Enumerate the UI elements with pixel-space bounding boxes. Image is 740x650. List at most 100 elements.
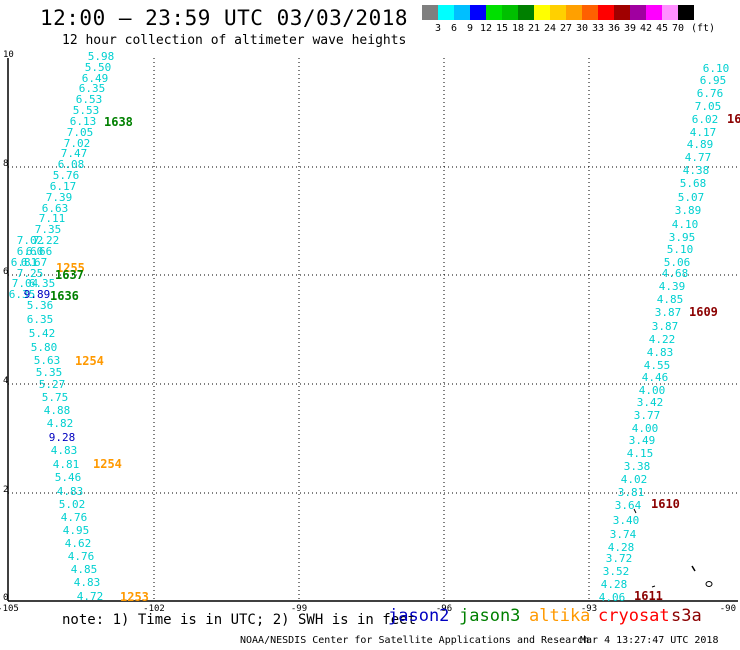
swh-label: 4.88	[44, 404, 71, 417]
map-grid	[7, 58, 738, 602]
swh-label: 6.81	[11, 256, 38, 269]
swh-label: 5.75	[42, 391, 69, 404]
swh-label: 5.76	[53, 169, 80, 182]
swh-label: 6.63	[42, 202, 69, 215]
swh-label: 3.42	[637, 396, 664, 409]
axis-ticks: -105 -102 -99 -96 -93 -90 0 2 4 6 8 10	[0, 50, 736, 614]
swh-label: 3.52	[603, 565, 630, 578]
legend-jason3: jason3	[459, 606, 521, 626]
swh-label: 7.47	[61, 147, 88, 160]
swh-label: 4.77	[685, 151, 712, 164]
scale-label: 30	[575, 23, 589, 34]
island-shape	[705, 581, 713, 587]
scale-label: 15	[495, 23, 509, 34]
legend-altika: altika	[529, 606, 591, 626]
y-tick-label: 0	[3, 593, 8, 603]
swh-label: 5.42	[29, 327, 56, 340]
legend-cryosat: cryosat	[598, 606, 670, 626]
swh-label: 3.49	[629, 434, 656, 447]
swh-label: 4.17	[690, 126, 717, 139]
swh-label: 6.35	[9, 288, 36, 301]
swh-label: 7.22	[33, 234, 60, 247]
swh-label: 5.07	[678, 191, 705, 204]
pass-time-label: 1611	[634, 589, 663, 603]
pass-time-label: 1636	[50, 289, 79, 303]
swh-label: 5.80	[31, 341, 58, 354]
scale-label: 18	[511, 23, 525, 34]
swh-label: 4.62	[65, 537, 92, 550]
swh-label: 4.89	[687, 138, 714, 151]
scale-swatch	[566, 5, 582, 20]
legend-s3a: s3a	[671, 606, 702, 626]
swh-label: 4.38	[683, 164, 710, 177]
scale-label: 39	[623, 23, 637, 34]
scale-swatch	[518, 5, 534, 20]
swh-label: 3.81	[618, 486, 645, 499]
scale-swatch	[662, 5, 678, 20]
pass-time-label: 1255	[56, 261, 85, 275]
track-labels: 5.985.506.496.356.535.536.137.057.027.47…	[9, 50, 740, 604]
swh-label: 3.77	[634, 409, 661, 422]
y-tick-label: 2	[3, 485, 8, 495]
swh-label: 4.72	[77, 590, 104, 603]
swh-label: 6.08	[58, 158, 85, 171]
swh-label: 4.95	[63, 524, 90, 537]
scale-label: 3	[434, 23, 442, 34]
swh-label: 3.64	[615, 499, 642, 512]
swh-label: 3.72	[606, 552, 633, 565]
scale-label: 70	[671, 23, 685, 34]
swh-label: 6.76	[697, 87, 724, 100]
swh-label: 4.81	[53, 458, 80, 471]
swh-label: 5.27	[39, 378, 66, 391]
swh-label: 6.66	[26, 245, 53, 258]
scale-swatch	[470, 5, 486, 20]
y-tick-label: 6	[3, 267, 8, 277]
legend-jason2: jason2	[388, 606, 450, 626]
swh-label: 5.10	[667, 243, 694, 256]
pass-time-label: 16	[727, 112, 740, 126]
swh-label: 4.02	[621, 473, 648, 486]
scale-swatch	[438, 5, 454, 20]
pass-time-label: 1637	[55, 268, 84, 282]
swh-label: 3.95	[669, 231, 696, 244]
scale-unit: (ft)	[690, 23, 716, 34]
swh-label: 4.39	[659, 280, 686, 293]
swh-label: 6.10	[703, 62, 730, 75]
pass-time-label: 1638	[104, 115, 133, 129]
scale-swatch	[598, 5, 614, 20]
swh-label: 6.53	[76, 93, 103, 106]
page-title: 12:00 – 23:59 UTC 03/03/2018	[40, 6, 409, 30]
scale-swatch	[678, 5, 694, 20]
swh-label: 6.60	[17, 245, 44, 258]
swh-label: 4.76	[68, 550, 95, 563]
x-tick-label: -102	[143, 604, 165, 614]
swh-label: 4.83	[647, 346, 674, 359]
scale-label: 36	[607, 23, 621, 34]
scale-swatch	[534, 5, 550, 20]
swh-label: 7.02	[17, 234, 44, 247]
scale-label: 45	[655, 23, 669, 34]
pass-time-label: 1609	[689, 305, 718, 319]
x-tick-label: -99	[291, 604, 307, 614]
swh-label: 6.35	[29, 277, 56, 290]
swh-label: 4.68	[662, 267, 689, 280]
swh-label: 5.46	[55, 471, 82, 484]
swh-label: 6.67	[21, 256, 48, 269]
swh-label: 4.10	[672, 218, 699, 231]
swh-label: 5.35	[36, 366, 63, 379]
scale-swatch	[454, 5, 470, 20]
swh-label: 7.11	[39, 212, 66, 225]
swh-label: 4.55	[644, 359, 671, 372]
swh-label: 5.06	[664, 256, 691, 269]
swh-label: 4.00	[639, 384, 666, 397]
swh-label: 5.63	[34, 354, 61, 367]
swh-label: 4.76	[61, 511, 88, 524]
swh-label: 6.13	[70, 115, 97, 128]
swh-label: 5.68	[680, 177, 707, 190]
swh-label: 4.28	[601, 578, 628, 591]
pass-time-label: 1610	[651, 497, 680, 511]
swh-label: 4.00	[632, 422, 659, 435]
scale-label: 42	[639, 23, 653, 34]
swh-label: 6.35	[27, 313, 54, 326]
